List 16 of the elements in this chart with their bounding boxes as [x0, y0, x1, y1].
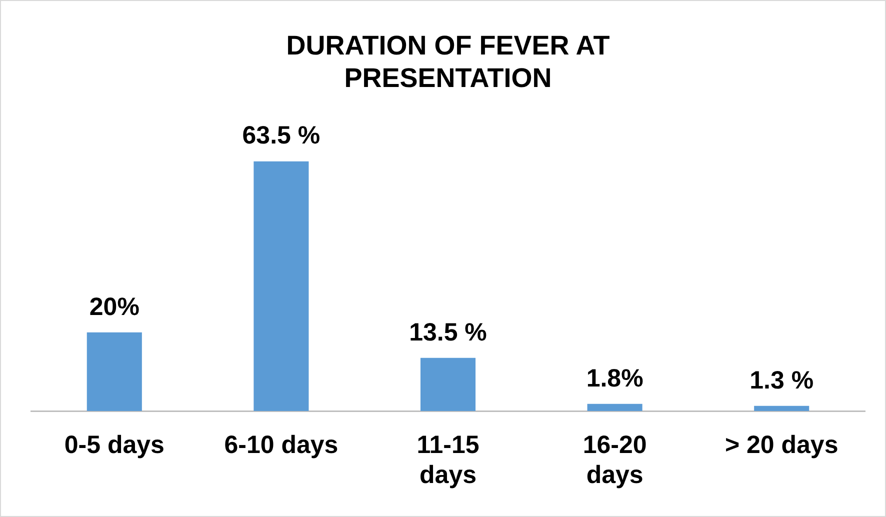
- chart-title: DURATION OF FEVER AT PRESENTATION: [286, 30, 610, 94]
- data-label: 20%: [89, 292, 140, 321]
- bar: [254, 161, 309, 411]
- bar: [420, 358, 476, 411]
- data-label: 1.8%: [586, 364, 644, 392]
- x-tick-label: 0-5 days: [64, 430, 164, 459]
- data-label: 13.5 %: [409, 318, 487, 346]
- bar: [754, 406, 810, 411]
- x-tick-label: > 20 days: [724, 430, 838, 459]
- x-tick-label: 11-15 days: [416, 430, 480, 489]
- data-label: 63.5 %: [242, 122, 320, 150]
- x-tick-label: 6-10 days: [224, 430, 338, 459]
- bar: [86, 332, 142, 411]
- x-tick-label: 16-20 days: [582, 430, 647, 489]
- data-label: 1.3 %: [750, 366, 814, 394]
- bar: [587, 404, 642, 411]
